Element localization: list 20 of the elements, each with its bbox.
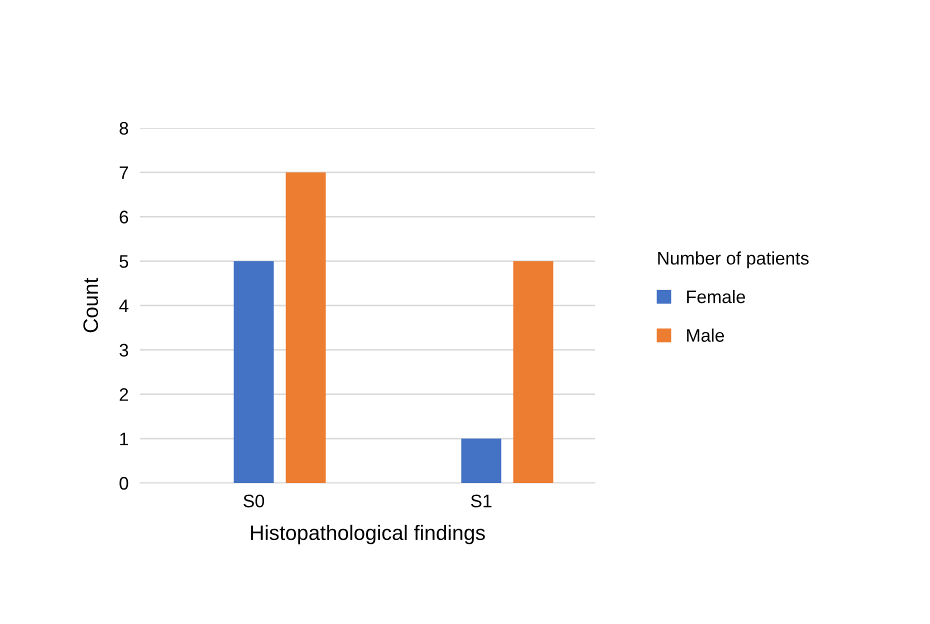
legend-label: Female xyxy=(687,290,746,304)
bar xyxy=(461,438,502,483)
y-tick-label: 1 xyxy=(120,432,128,446)
y-tick-label: 8 xyxy=(120,122,128,135)
y-tick-label: 6 xyxy=(120,210,128,224)
bar xyxy=(286,172,326,483)
y-tick-label: 0 xyxy=(120,476,128,490)
y-axis-title: Count xyxy=(83,278,98,332)
bar xyxy=(234,261,274,483)
y-tick-label: 5 xyxy=(120,255,128,268)
y-tick-label: 7 xyxy=(120,166,128,179)
legend-label: Male xyxy=(687,328,724,342)
legend-title: Number of patients xyxy=(658,251,809,268)
x-axis-title: Histopathological findings xyxy=(251,524,485,544)
x-tick-label: S1 xyxy=(471,494,492,508)
bar xyxy=(513,261,554,483)
x-tick-label: S0 xyxy=(244,494,264,508)
y-tick-label: 3 xyxy=(120,344,128,357)
y-tick-label: 2 xyxy=(120,388,128,401)
y-tick-label: 4 xyxy=(119,300,128,312)
